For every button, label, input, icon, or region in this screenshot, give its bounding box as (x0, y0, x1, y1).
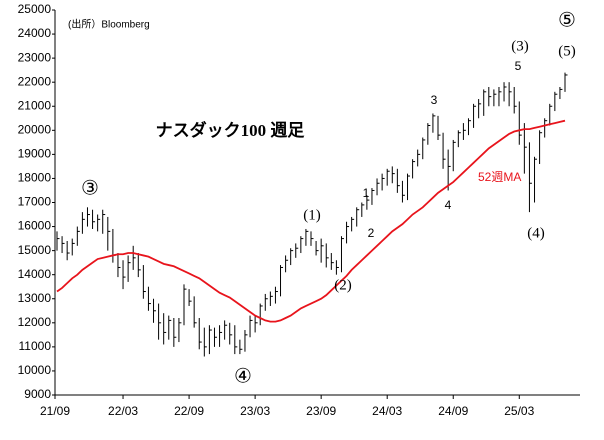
source-note: (出所）Bloomberg (68, 18, 150, 31)
y-tick-label: 14000 (18, 267, 52, 281)
x-tick-label: 25/03 (504, 404, 534, 418)
wave-label: (5) (558, 43, 576, 59)
y-tick-label: 22000 (18, 74, 52, 88)
x-tick-label: 24/03 (372, 404, 402, 418)
wave-label: 3 (431, 93, 438, 107)
chart-title: ナスダック100 週足 (156, 120, 305, 140)
y-tick-label: 19000 (18, 147, 52, 161)
y-tick-label: 24000 (18, 26, 52, 40)
x-tick-label: 21/09 (40, 404, 70, 418)
ma-label: 52週MA (478, 170, 521, 184)
wave-label: ⑤ (558, 10, 576, 32)
wave-label: ③ (81, 178, 99, 200)
wave-label: 2 (368, 226, 375, 240)
wave-label: (3) (511, 38, 529, 54)
x-tick-label: 23/09 (306, 404, 336, 418)
wave-label: (4) (527, 225, 545, 241)
x-tick-label: 23/03 (240, 404, 270, 418)
y-tick-label: 23000 (18, 50, 52, 64)
y-tick-label: 10000 (18, 363, 52, 377)
moving-average-line (56, 119, 566, 323)
wave-label: 1 (363, 186, 370, 200)
y-tick-label: 16000 (18, 219, 52, 233)
y-tick-label: 12000 (18, 315, 52, 329)
x-tick-label: 22/03 (108, 404, 138, 418)
y-tick-label: 18000 (18, 171, 52, 185)
y-tick-label: 9000 (24, 387, 51, 401)
y-tick-label: 13000 (18, 291, 52, 305)
y-tick-label: 25000 (18, 2, 52, 16)
y-tick-label: 15000 (18, 243, 52, 257)
y-tick-label: 21000 (18, 98, 52, 112)
wave-label: (1) (303, 207, 321, 223)
wave-label: 5 (515, 59, 522, 73)
x-tick-label: 22/09 (174, 404, 204, 418)
wave-label: 4 (445, 198, 452, 212)
y-tick-label: 20000 (18, 122, 52, 136)
x-tick-label: 24/09 (438, 404, 468, 418)
y-tick-label: 11000 (19, 339, 52, 353)
y-tick-label: 17000 (18, 195, 52, 209)
wave-label: ④ (234, 366, 252, 388)
wave-label: (2) (334, 277, 352, 293)
